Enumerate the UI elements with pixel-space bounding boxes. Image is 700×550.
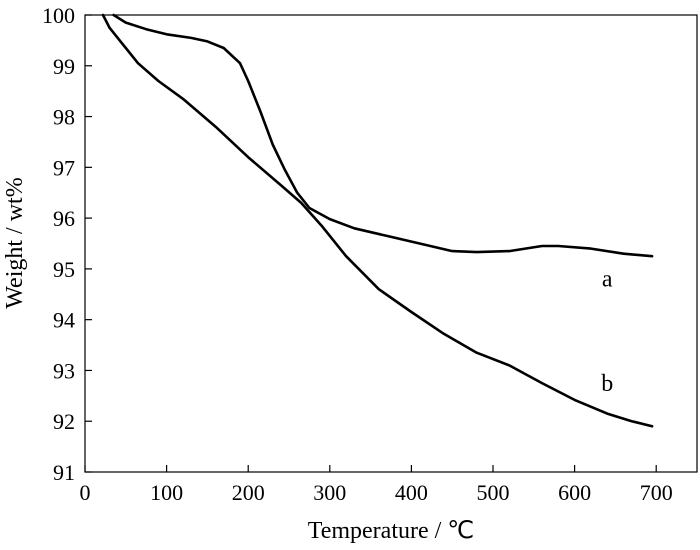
y-tick-label: 100 bbox=[42, 3, 75, 28]
y-tick-label: 91 bbox=[53, 460, 75, 485]
y-tick-label: 92 bbox=[53, 409, 75, 434]
y-tick-label: 95 bbox=[53, 257, 75, 282]
x-axis-title: Temperature / ℃ bbox=[308, 518, 475, 544]
x-tick-label: 0 bbox=[80, 480, 91, 505]
series-b-line bbox=[101, 13, 654, 428]
x-tick-label: 100 bbox=[150, 480, 183, 505]
x-tick-label: 600 bbox=[558, 480, 591, 505]
series-a-line bbox=[112, 13, 654, 258]
y-tick-label: 94 bbox=[53, 308, 75, 333]
x-tick-label: 400 bbox=[395, 480, 428, 505]
y-axis-title: Weight / wt% bbox=[2, 177, 28, 308]
y-tick-label: 99 bbox=[53, 54, 75, 79]
x-tick-label: 300 bbox=[313, 480, 346, 505]
series-b-label: b bbox=[601, 371, 613, 397]
plot-frame bbox=[84, 14, 698, 473]
y-tick-label: 98 bbox=[53, 105, 75, 130]
y-tick-label: 93 bbox=[53, 358, 75, 383]
axis-tick-labels: 0 100 200 300 400 500 600 700 91 92 93 94 95 96 97 98 99… bbox=[42, 3, 673, 505]
x-tick-label: 500 bbox=[477, 480, 510, 505]
y-tick-label: 96 bbox=[53, 206, 75, 231]
axis-ticks bbox=[84, 14, 657, 473]
y-tick-label: 97 bbox=[53, 155, 75, 180]
x-tick-label: 700 bbox=[640, 480, 673, 505]
series-group: ab bbox=[101, 13, 654, 428]
series-a-label: a bbox=[602, 267, 613, 293]
x-tick-label: 200 bbox=[232, 480, 265, 505]
